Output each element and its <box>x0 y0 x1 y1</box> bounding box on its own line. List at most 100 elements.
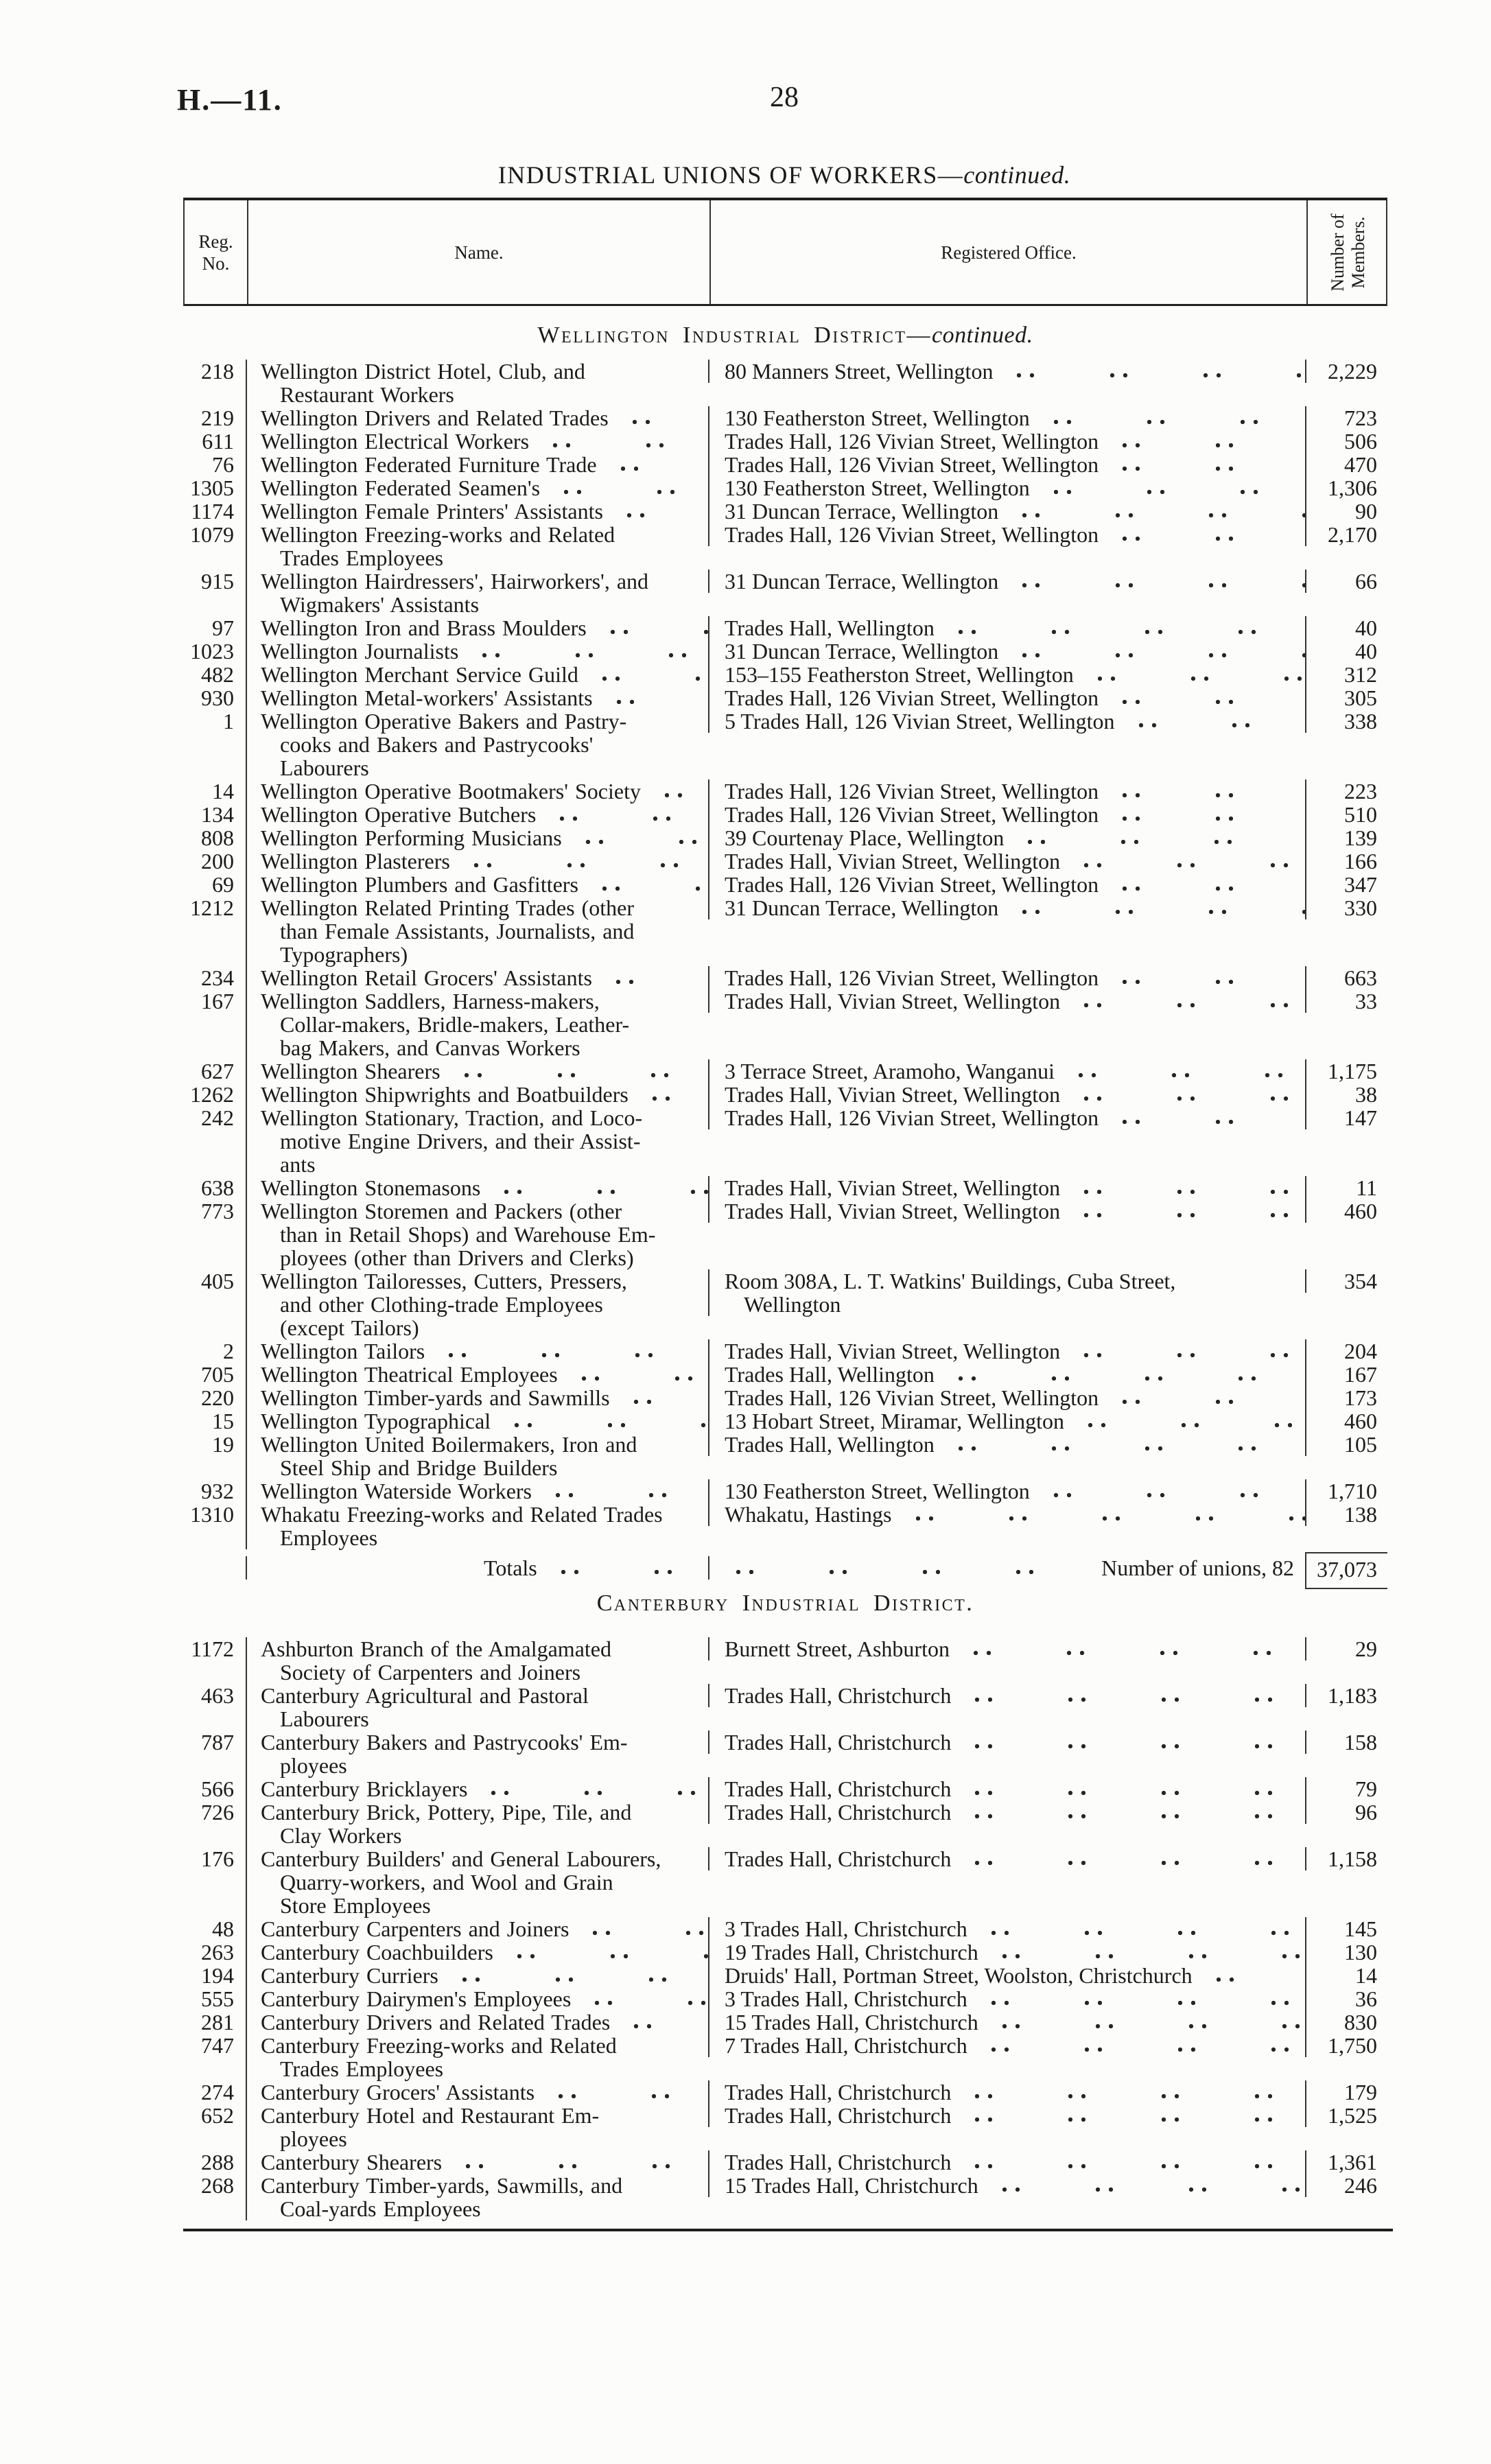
cell-text: Canterbury Builders' and General Laboure… <box>261 1846 661 1871</box>
dot-leaders <box>1118 1386 1305 1409</box>
members-count-cell: 312 <box>1305 663 1387 686</box>
union-name-cell: Canterbury Drivers and Related Trades <box>246 2010 708 2034</box>
members-count-cell: 347 <box>1305 873 1387 896</box>
union-name-cell: Wellington Theatrical Employees <box>246 1363 708 1386</box>
registered-office-cell: 31 Duncan Terrace, Wellington <box>708 500 1305 523</box>
members-count-cell: 506 <box>1305 430 1387 453</box>
cell-text: Wellington Shearers <box>261 1059 441 1083</box>
members-count-cell: 1,750 <box>1305 2034 1387 2057</box>
cell-text-continuation: ployees (other than Drivers and Clerks) <box>280 1245 634 1270</box>
union-name-cell: Whakatu Freezing-works and Related Trade… <box>246 1503 708 1549</box>
totals-label-cell: Totals <box>246 1556 708 1580</box>
dot-leaders <box>970 1730 1305 1754</box>
reg-no-cell: 566 <box>201 1776 234 1801</box>
cell-text-continuation: Collar-makers, Bridle-makers, Leather- <box>280 1012 630 1037</box>
reg-no-cell: 234 <box>201 965 234 990</box>
cell-text: Canterbury Timber-yards, Sawmills, and <box>261 2173 623 2198</box>
registered-office-cell: Trades Hall, Vivian Street, Wellington <box>708 1339 1305 1363</box>
document-code: H.—11. <box>177 83 283 117</box>
union-name-cell: Wellington Typographical <box>246 1409 708 1433</box>
dot-leaders <box>457 1964 708 1987</box>
union-name-cell: Wellington Operative Bakers and Pastry-c… <box>246 709 708 779</box>
union-name-cell: Wellington Timber-yards and Sawmills <box>246 1386 708 1409</box>
cell-text-continuation: Labourers <box>280 755 369 780</box>
cell-text: Wellington Freezing-works and Related <box>261 522 615 547</box>
dot-leaders <box>970 1800 1305 1824</box>
cell-text-continuation: Store Employees <box>280 1893 431 1918</box>
cell-text: Trades Hall, Christchurch <box>725 2103 952 2128</box>
cell-text-continuation: ants <box>280 1152 316 1177</box>
registered-office-cell: 3 Trades Hall, Christchurch <box>708 1917 1305 1940</box>
table-row: 234 Wellington Retail Grocers' Assistants… <box>183 966 1387 989</box>
dot-leaders <box>953 1363 1305 1386</box>
registered-office-cell: 15 Trades Hall, Christchurch <box>708 2010 1305 2034</box>
dot-leaders <box>1018 896 1305 919</box>
table-row: 274 Canterbury Grocers' Assistants Trades … <box>183 2080 1387 2104</box>
bottom-rule <box>183 2229 1393 2231</box>
union-name-cell: Wellington Shipwrights and Boatbuilders <box>246 1083 708 1106</box>
table-row: 611 Wellington Electrical Workers Trades H… <box>183 430 1387 453</box>
members-count-cell: 36 <box>1305 1987 1387 2010</box>
table-row: 638 Wellington Stonemasons Trades Hall, Vi… <box>183 1176 1387 1199</box>
page-number: 28 <box>770 82 799 113</box>
members-count-cell: 130 <box>1305 1940 1387 1964</box>
cell-text: Wellington Waterside Workers <box>261 1479 532 1503</box>
district-heading-text: Canterbury Industrial District. <box>596 1591 974 1616</box>
registered-office-cell: 80 Manners Street, Wellington <box>708 360 1305 383</box>
reg-no-cell: 76 <box>212 452 234 477</box>
union-name-cell: Wellington Stonemasons <box>246 1176 708 1199</box>
cell-text: Trades Hall, Christchurch <box>725 2080 952 2104</box>
dot-leaders <box>953 616 1305 640</box>
members-count-cell: 470 <box>1305 453 1387 476</box>
table-row: 1174 Wellington Female Printers' Assistan… <box>183 500 1387 523</box>
reg-no-cell: 200 <box>201 849 234 873</box>
union-name-cell: Canterbury Agricultural and Pastoral Labo… <box>246 1684 708 1730</box>
union-name-cell: Canterbury Coachbuilders <box>246 1940 708 1964</box>
table-row: 1 Wellington Operative Bakers and Pastry-… <box>183 709 1387 779</box>
registered-office-cell: Trades Hall, 126 Vivian Street, Wellingt… <box>708 779 1305 803</box>
dot-leaders <box>986 1917 1305 1940</box>
cell-text: Canterbury Curriers <box>261 1963 438 1988</box>
dot-leaders <box>1073 1059 1305 1083</box>
registered-office-cell: Trades Hall, Christchurch <box>708 1847 1305 1870</box>
dot-leaders <box>1079 1339 1305 1363</box>
reg-no-cell: 2 <box>223 1339 234 1363</box>
dot-leaders <box>554 2080 708 2104</box>
table-row: 627 Wellington Shearers 3 Terrace Street, … <box>183 1059 1387 1083</box>
cell-text: Trades Hall, Wellington <box>725 615 935 640</box>
table-row: 69 Wellington Plumbers and Gasfitters Trad… <box>183 873 1387 896</box>
dot-leaders <box>1118 966 1305 989</box>
table-row: 2 Wellington Tailors Trades Hall, Vivian S… <box>183 1339 1387 1363</box>
cell-text: Wellington Federated Seamen's <box>261 476 541 500</box>
cell-text-continuation: Restaurant Workers <box>280 382 454 407</box>
dot-leaders <box>444 1339 708 1363</box>
cell-text: Wellington United Boilermakers, Iron and <box>261 1432 637 1457</box>
reg-no-cell: 15 <box>212 1409 234 1433</box>
registered-office-cell: Trades Hall, Vivian Street, Wellington <box>708 989 1305 1013</box>
dot-leaders <box>911 1503 1305 1526</box>
page-title-continued: continued. <box>963 161 1071 189</box>
registered-office-cell: Trades Hall, 126 Vivian Street, Wellingt… <box>708 803 1305 826</box>
reg-no-cell: 482 <box>201 662 234 687</box>
members-count-cell: 1,306 <box>1305 476 1387 500</box>
reg-no-cell: 220 <box>201 1385 234 1410</box>
table-row: 97 Wellington Iron and Brass Moulders Trad… <box>183 616 1387 640</box>
cell-text-continuation: than Female Assistants, Journalists, and <box>280 919 635 943</box>
dot-leaders <box>970 2150 1305 2174</box>
cell-text: 31 Duncan Terrace, Wellington <box>725 569 999 594</box>
registered-office-cell: Burnett Street, Ashburton <box>708 1637 1305 1661</box>
cell-text: Trades Hall, 126 Vivian Street, Wellingt… <box>725 802 1099 827</box>
registered-office-cell: Trades Hall, Wellington <box>708 1433 1305 1456</box>
dot-leaders <box>647 1083 708 1106</box>
dot-leaders <box>1048 476 1305 500</box>
reg-no-cell: 274 <box>201 2080 234 2104</box>
table-row: 652 Canterbury Hotel and Restaurant Em-pl… <box>183 2104 1387 2150</box>
reg-no-cell: 19 <box>212 1432 234 1457</box>
reg-no-cell: 747 <box>201 2033 234 2058</box>
cell-text: Trades Hall, Christchurch <box>725 2150 952 2174</box>
reg-no-cell: 638 <box>201 1175 234 1200</box>
registered-office-cell: Trades Hall, Vivian Street, Wellington <box>708 1083 1305 1106</box>
table-row: 1310 Whakatu Freezing-works and Related T… <box>183 1503 1387 1549</box>
dot-leaders <box>627 406 708 430</box>
